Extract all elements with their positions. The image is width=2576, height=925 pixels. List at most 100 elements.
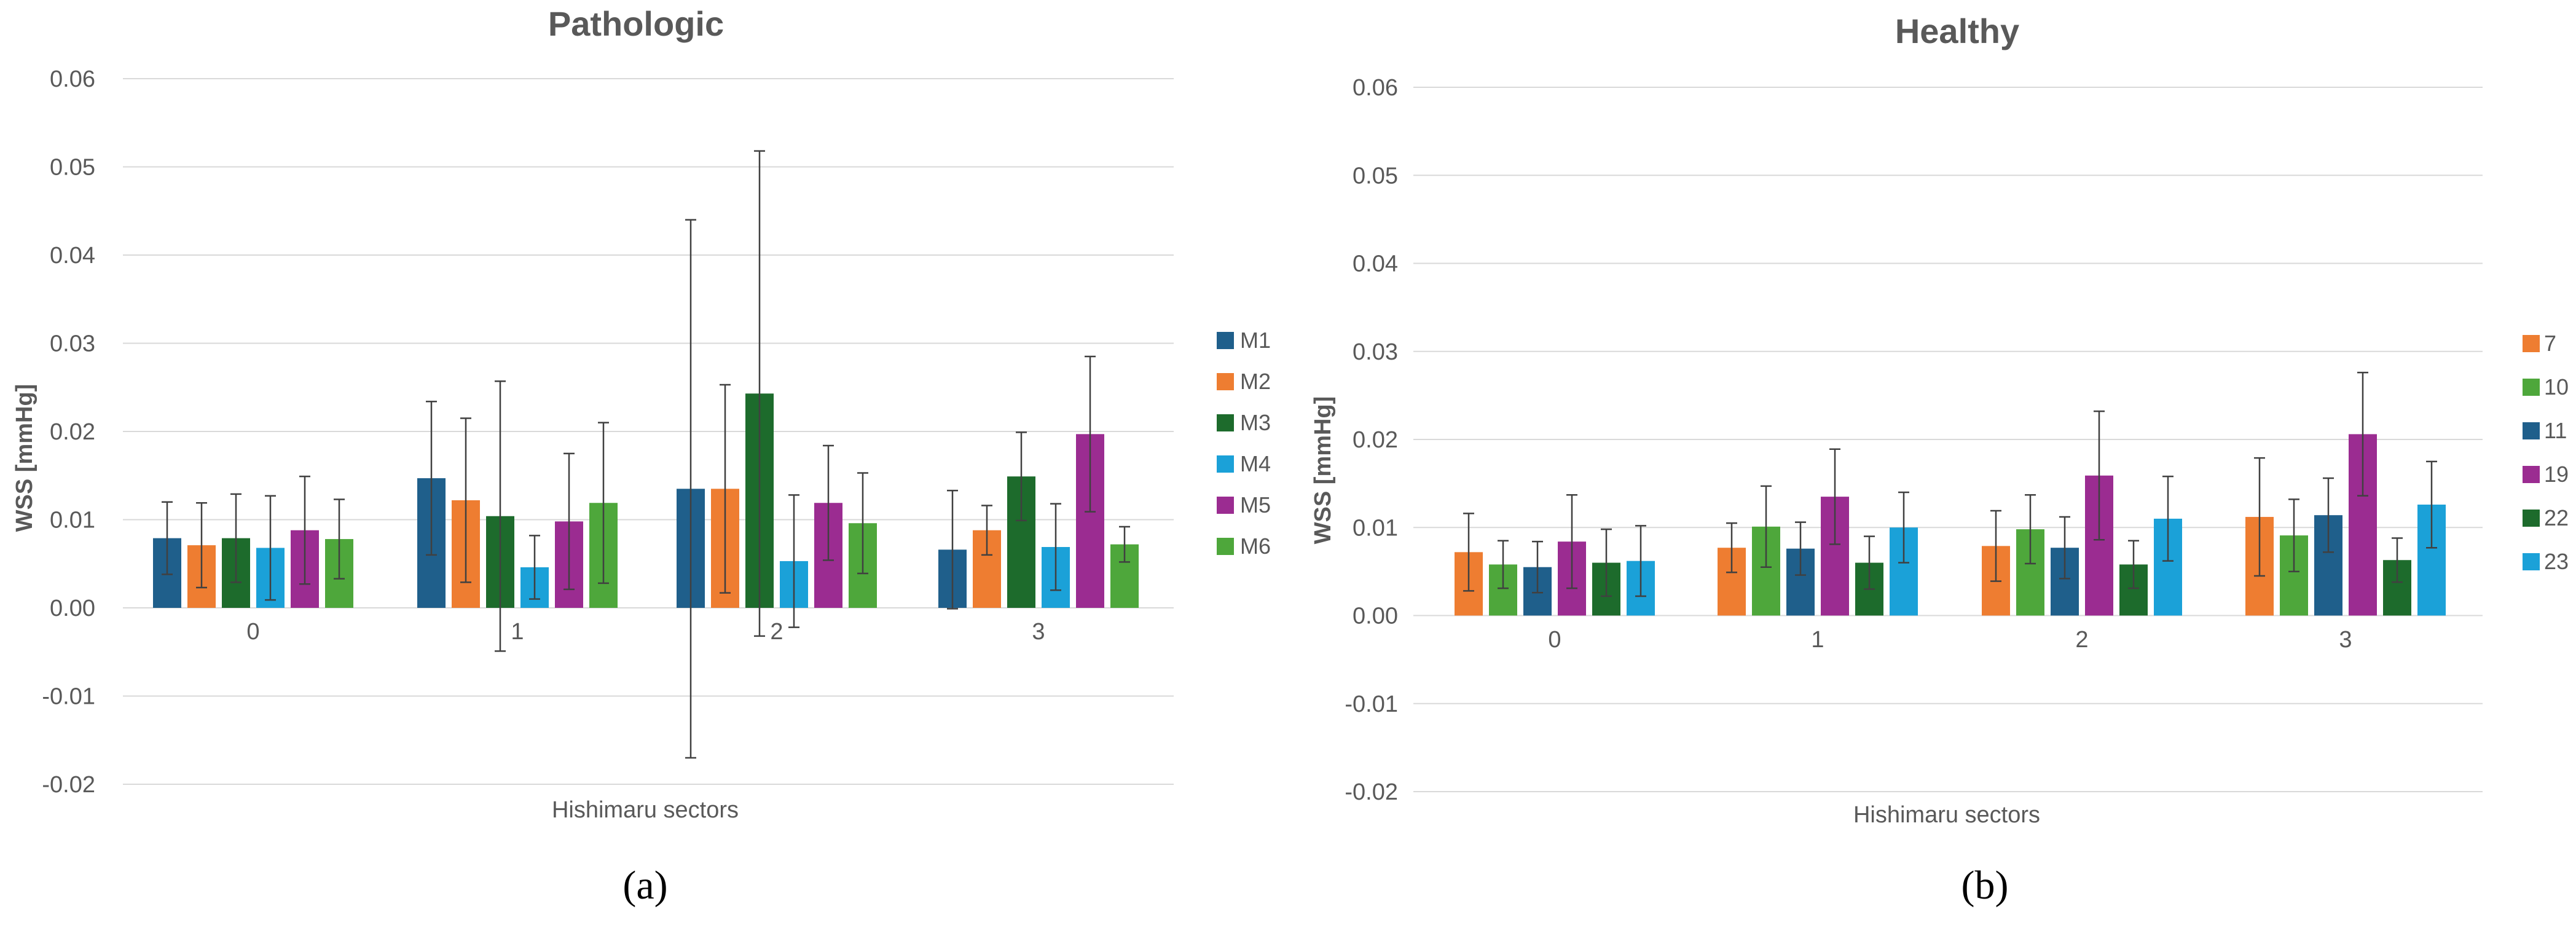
error-bar [1016, 431, 1027, 522]
legend-swatch [2523, 422, 2540, 439]
error-bar [2025, 494, 2036, 565]
legend-item: 11 [2523, 418, 2567, 443]
y-tick-label: -0.02 [1345, 779, 1398, 805]
bars [1455, 434, 2446, 616]
error-bar [2357, 371, 2368, 497]
error-bar [1990, 510, 2001, 582]
legend-item: 23 [2523, 549, 2569, 574]
gridlines [123, 78, 1174, 785]
error-bar [196, 502, 207, 589]
y-tick-label: 0.03 [50, 331, 95, 357]
legend-label: 11 [2544, 418, 2567, 443]
error-bar [334, 498, 345, 580]
error-bar [1829, 448, 1840, 545]
error-bar [1085, 355, 1096, 513]
error-bar [2254, 457, 2265, 577]
error-bar [299, 475, 310, 585]
legend-swatch [1217, 414, 1234, 431]
error-bar [2288, 498, 2299, 573]
legend-swatch [1217, 538, 1234, 555]
legend-label: M4 [1240, 451, 1271, 476]
legend-swatch [2523, 466, 2540, 483]
x-tick-label: 0 [246, 619, 259, 645]
error-bar [1463, 513, 1474, 592]
legend-item: M6 [1217, 533, 1271, 559]
y-tick-label: 0.02 [50, 419, 95, 445]
error-bar [720, 384, 731, 594]
error-bar [857, 472, 868, 575]
error-bar [788, 494, 799, 628]
y-tick-label: 0.04 [1353, 251, 1398, 277]
error-bars [1463, 371, 2437, 597]
x-tick-label: 1 [511, 619, 524, 645]
error-bar [2392, 537, 2403, 583]
chart-healthy: Healthy 0.06 0.05 0.04 0.03 0.02 0.01 0.00 -0.0… [1310, 12, 2569, 908]
y-tick-label: 0.05 [1353, 163, 1398, 189]
gridlines [1413, 87, 2483, 792]
figure-caption: (a) [622, 863, 667, 908]
error-bar [2162, 475, 2174, 562]
legend-label: M5 [1240, 492, 1271, 518]
x-tick-label: 2 [770, 619, 783, 645]
legend-swatch [1217, 332, 1234, 349]
error-bar [1635, 525, 1646, 597]
error-bar [162, 501, 173, 575]
category-labels: 0 1 2 3 [246, 619, 1045, 645]
y-tick-label: -0.02 [42, 772, 95, 798]
y-axis-title: WSS [mmHg] [12, 384, 37, 532]
y-tick-label: 0.03 [1353, 339, 1398, 365]
error-bar [1601, 528, 1612, 597]
figure-caption: (b) [1961, 863, 2009, 908]
y-tick-label: 0.01 [1353, 515, 1398, 541]
legend-item: M4 [1217, 451, 1271, 476]
legend-label: M1 [1240, 328, 1271, 353]
legend-label: M2 [1240, 369, 1271, 394]
error-bar [1898, 491, 1909, 564]
y-tick-label: 0.06 [1353, 75, 1398, 101]
legend-swatch [2523, 379, 2540, 396]
legend-label: 22 [2544, 505, 2569, 530]
legend-label: M3 [1240, 410, 1271, 435]
error-bar [2128, 540, 2139, 589]
error-bar [1761, 485, 1772, 568]
error-bar [1795, 521, 1806, 576]
y-tick-label: 0.01 [50, 508, 95, 533]
y-tick-label: 0.02 [1353, 427, 1398, 453]
error-bar [598, 422, 609, 585]
error-bar [1498, 540, 1509, 589]
y-tick-label: 0.05 [50, 155, 95, 181]
legend: 7 10 11 19 22 23 [2523, 331, 2569, 574]
error-bars [162, 150, 1130, 759]
error-bar [426, 400, 437, 556]
legend-item: M5 [1217, 492, 1271, 518]
error-bar [2094, 410, 2105, 541]
x-axis-title: Hishimaru sectors [1853, 802, 2040, 828]
legend-label: 19 [2544, 462, 2569, 487]
error-bar [981, 505, 992, 556]
legend-swatch [1217, 373, 1234, 390]
y-tick-label: -0.01 [1345, 691, 1398, 717]
chart-title: Pathologic [548, 4, 724, 43]
legend-item: M2 [1217, 369, 1271, 394]
legend-label: 23 [2544, 549, 2569, 574]
legend-label: 10 [2544, 374, 2569, 400]
legend-swatch [2523, 553, 2540, 570]
error-bar [265, 495, 276, 601]
chart-pathologic: Pathologic 0.06 0.05 0.04 0.03 0.02 0.01 0.00 -… [12, 4, 1271, 908]
legend-item: 19 [2523, 462, 2569, 487]
legend-label: M6 [1240, 533, 1271, 559]
error-bar [495, 380, 506, 652]
legend-swatch [2523, 335, 2540, 352]
error-bar [460, 417, 471, 583]
error-bar [754, 150, 765, 637]
x-tick-label: 3 [1032, 619, 1045, 645]
legend-swatch [1217, 455, 1234, 473]
error-bar [947, 489, 958, 610]
bars [153, 393, 1139, 608]
error-bar [1119, 525, 1130, 563]
y-tick-label: 0.06 [50, 66, 95, 92]
y-axis-title: WSS [mmHg] [1310, 396, 1336, 545]
error-bar [1864, 535, 1875, 590]
y-tick-labels: 0.06 0.05 0.04 0.03 0.02 0.01 0.00 -0.01 -0.02 [1345, 75, 1398, 805]
